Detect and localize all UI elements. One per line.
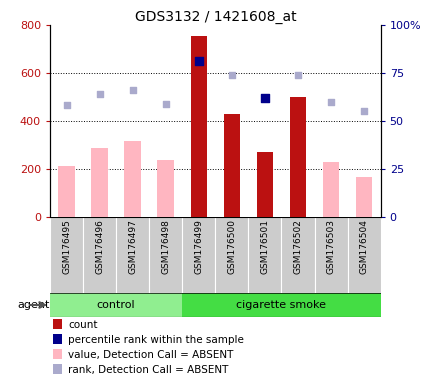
Bar — [289, 97, 306, 217]
Bar — [50, 293, 182, 317]
Text: GSM176495: GSM176495 — [62, 219, 71, 274]
Text: GSM176498: GSM176498 — [161, 219, 170, 274]
Text: percentile rank within the sample: percentile rank within the sample — [68, 335, 243, 345]
Bar — [190, 36, 207, 217]
Bar — [53, 364, 62, 374]
Bar — [53, 349, 62, 359]
Text: GSM176503: GSM176503 — [326, 219, 335, 274]
Bar — [53, 334, 62, 344]
Text: GSM176496: GSM176496 — [95, 219, 104, 274]
Bar — [248, 217, 281, 293]
Text: GSM176502: GSM176502 — [293, 219, 302, 274]
Text: GSM176499: GSM176499 — [194, 219, 203, 274]
Bar — [256, 152, 273, 217]
Point — [327, 99, 334, 105]
Point — [195, 58, 202, 65]
Point — [294, 72, 301, 78]
Bar — [53, 319, 62, 329]
Bar — [157, 160, 174, 217]
Point — [261, 95, 268, 101]
Point — [228, 72, 235, 78]
Point — [129, 87, 136, 93]
Bar — [182, 293, 380, 317]
Text: agent: agent — [18, 300, 50, 310]
Text: control: control — [97, 300, 135, 310]
Bar — [347, 217, 380, 293]
Bar — [83, 217, 116, 293]
Bar — [355, 177, 372, 217]
Bar — [124, 141, 141, 217]
Text: GSM176500: GSM176500 — [227, 219, 236, 274]
Point — [96, 91, 103, 97]
Bar — [58, 166, 75, 217]
Bar — [182, 217, 215, 293]
Bar — [281, 217, 314, 293]
Text: GSM176504: GSM176504 — [359, 219, 368, 274]
Text: rank, Detection Call = ABSENT: rank, Detection Call = ABSENT — [68, 365, 228, 375]
Text: cigarette smoke: cigarette smoke — [236, 300, 326, 310]
Point — [63, 103, 70, 109]
Bar — [215, 217, 248, 293]
Bar — [149, 217, 182, 293]
Point — [162, 101, 169, 107]
Bar — [116, 217, 149, 293]
Bar — [91, 148, 108, 217]
Title: GDS3132 / 1421608_at: GDS3132 / 1421608_at — [134, 10, 296, 24]
Bar — [314, 217, 347, 293]
Text: value, Detection Call = ABSENT: value, Detection Call = ABSENT — [68, 350, 233, 360]
Text: GSM176497: GSM176497 — [128, 219, 137, 274]
Bar — [223, 114, 240, 217]
Bar — [50, 217, 83, 293]
Text: GSM176501: GSM176501 — [260, 219, 269, 274]
Text: count: count — [68, 320, 98, 330]
Bar — [322, 162, 339, 217]
Point — [360, 108, 367, 114]
